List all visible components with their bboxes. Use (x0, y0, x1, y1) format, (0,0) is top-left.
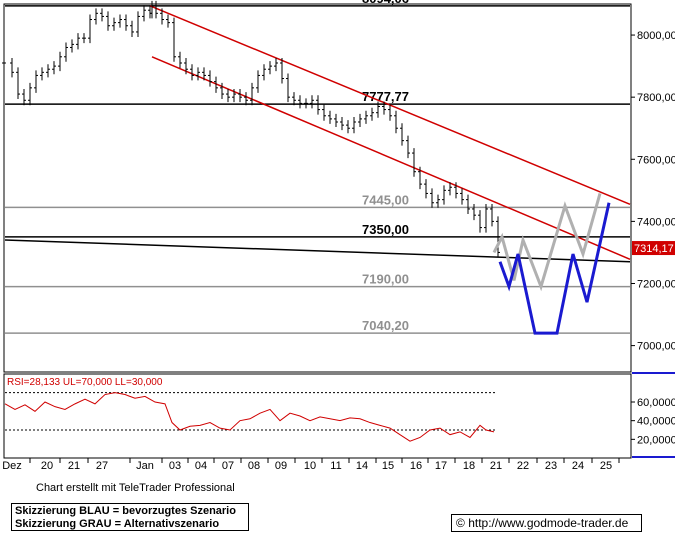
rsi-y-tick-label: 20,0000 (637, 434, 675, 446)
copyright-box: © http://www.godmode-trader.de (451, 514, 642, 532)
rsi-label: RSI=28,133 UL=70,000 LL=30,000 (7, 377, 163, 388)
price-y-tick-label: 7200,00 (637, 278, 675, 290)
rsi-y-tick-label: 60,0000 (637, 397, 675, 409)
price-y-tick-label: 7800,00 (637, 92, 675, 104)
price-y-tick-label: 7600,00 (637, 154, 675, 166)
source-url[interactable]: http://www.godmode-trader.de (468, 516, 629, 530)
rsi-series-line (4, 392, 495, 442)
x-tick-label: 21 (490, 460, 502, 472)
x-tick-label: 09 (275, 460, 287, 472)
x-tick-label: 16 (410, 460, 422, 472)
x-tick-label: 22 (517, 460, 529, 472)
x-tick-label: 08 (248, 460, 260, 472)
x-tick-label: 25 (600, 460, 612, 472)
level-label-4: 7190,00 (362, 272, 409, 287)
price-y-tick-label: 7400,00 (637, 216, 675, 228)
last-price-badge (632, 241, 675, 256)
chart-canvas: 8094,06 7777,77 7445,00 7350,00 7190,00 7040,… (2, 0, 675, 472)
x-tick-label: 21 (68, 460, 80, 472)
level-label-1: 7777,77 (362, 89, 409, 104)
x-tick-label: 03 (169, 460, 181, 472)
level-label-2: 7445,00 (362, 192, 409, 207)
x-tick-label: 11 (330, 460, 341, 472)
rsi-y-tick-label: 40,0000 (637, 416, 675, 428)
price-y-tick-label: 7000,00 (637, 341, 675, 353)
x-tick-label: 27 (96, 460, 108, 472)
x-tick-label: 10 (304, 460, 316, 472)
x-tick-label: 04 (195, 460, 207, 472)
x-tick-label: 18 (463, 460, 475, 472)
legend-blue-text: Skizzierung BLAU = bevorzugtes Szenario (15, 505, 236, 517)
last-price-label: 7314,17 (634, 243, 674, 255)
legend-grey-text: Skizzierung GRAU = Alternativszenario (15, 518, 220, 530)
x-tick-label: 07 (222, 460, 234, 472)
chart-credit: Chart erstellt mit TeleTrader Profession… (36, 482, 235, 494)
support-line (4, 239, 631, 263)
x-tick-label: 14 (356, 460, 368, 472)
price-y-tick-label: 8000,00 (637, 30, 675, 42)
x-tick-label: 20 (41, 460, 53, 472)
x-tick-label: Jan (136, 460, 154, 472)
level-label-3: 7350,00 (362, 222, 409, 237)
x-tick-label: Dez (2, 460, 22, 472)
scenario-grey-line (492, 193, 602, 292)
x-tick-label: 24 (572, 460, 584, 472)
x-tick-label: 15 (382, 460, 394, 472)
level-label-5: 7040,20 (362, 318, 409, 333)
scenario-legend-box: Skizzierung BLAU = bevorzugtes Szenario … (11, 503, 249, 531)
price-panel (3, 3, 632, 373)
x-tick-label: 17 (435, 460, 447, 472)
level-label-0: 8094,06 (362, 0, 409, 6)
rsi-panel (3, 373, 632, 459)
channel-line-1 (151, 56, 631, 260)
copyright-symbol: © (456, 516, 465, 530)
scenario-blue-line (498, 202, 611, 335)
x-tick-label: 23 (545, 460, 557, 472)
